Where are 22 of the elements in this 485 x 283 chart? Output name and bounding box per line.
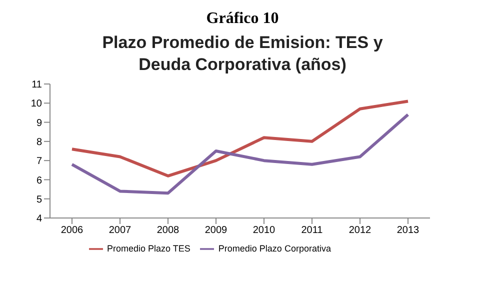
y-tick-label: 4	[36, 214, 42, 225]
legend-label: Promedio Plazo Corporativa	[218, 243, 331, 254]
chart-subtitle: Plazo Promedio de Emision: TES y Deuda Corporativa (años)	[101, 32, 384, 76]
y-tick-label: 7	[36, 156, 42, 168]
chart-title: Gráfico 10	[205, 9, 280, 29]
x-tick-label: 2010	[252, 225, 276, 236]
y-tick-label: 9	[36, 118, 42, 129]
y-tick-label: 6	[36, 175, 42, 186]
y-tick-label: 5	[36, 194, 42, 206]
x-tick-label: 2006	[60, 225, 84, 236]
line-series	[70, 113, 410, 195]
x-tick-label: 2012	[348, 225, 372, 236]
x-tick-label: 2009	[204, 225, 228, 236]
x-tick-label: 2007	[108, 225, 132, 236]
y-tick-label: 8	[36, 136, 42, 148]
x-tick-label: 2013	[396, 225, 420, 236]
x-tick-label: 2011	[301, 225, 324, 236]
y-tick-label: 11	[32, 80, 42, 91]
line-series	[70, 100, 410, 178]
y-tick-label: 10	[30, 98, 42, 110]
legend-label: Promedio Plazo TES	[107, 243, 190, 254]
x-tick-label: 2008	[156, 225, 180, 236]
